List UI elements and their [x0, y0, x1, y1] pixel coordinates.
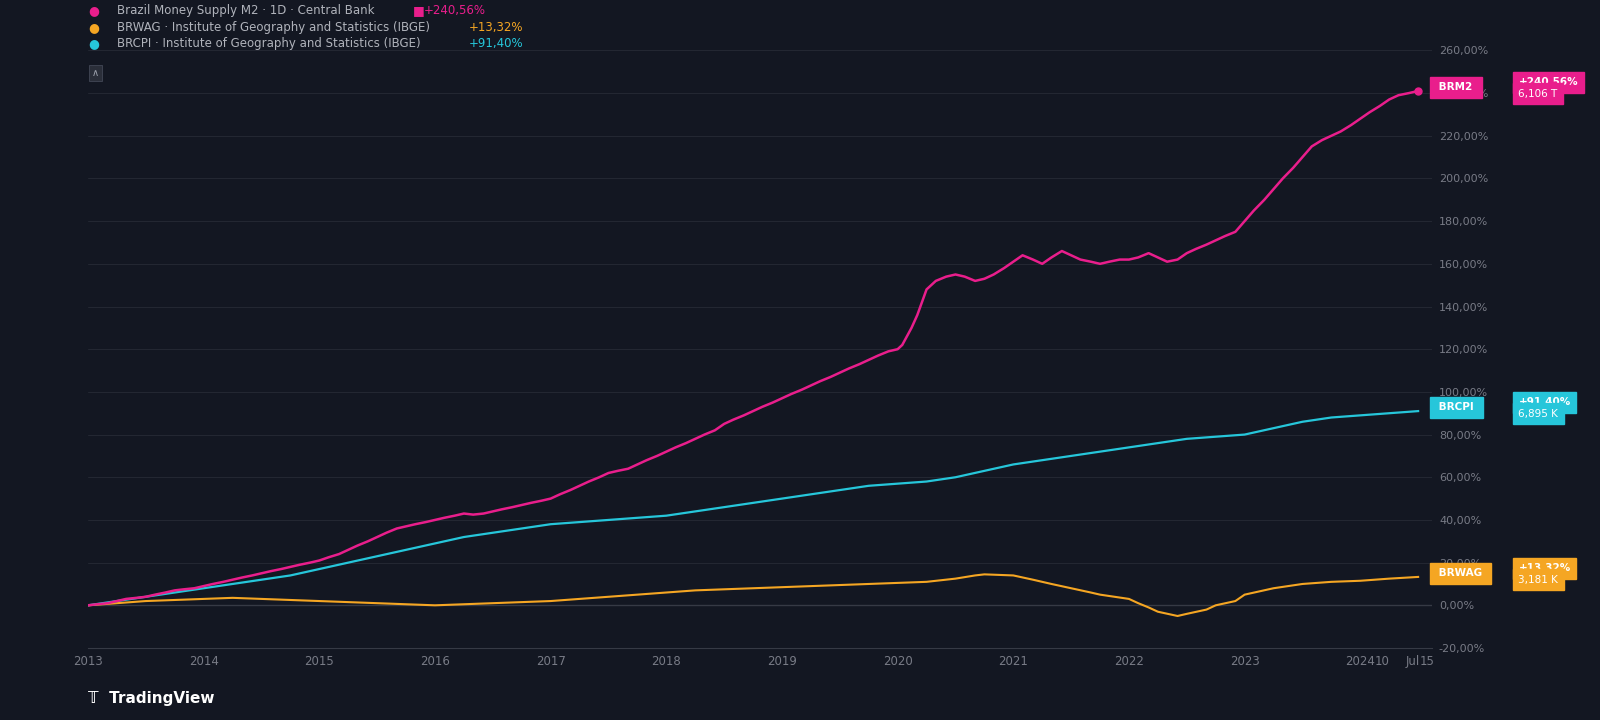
Text: BRWAG: BRWAG	[1435, 568, 1486, 578]
Text: 𝕋  TradingView: 𝕋 TradingView	[88, 691, 214, 706]
Text: +91,40%: +91,40%	[1518, 397, 1571, 408]
Text: ∧: ∧	[93, 68, 99, 78]
Text: BRCPI: BRCPI	[1435, 402, 1477, 413]
Text: BRWAG · Institute of Geography and Statistics (IBGE): BRWAG · Institute of Geography and Stati…	[117, 21, 430, 34]
Text: BRM2: BRM2	[1435, 82, 1477, 92]
Text: ■: ■	[413, 4, 424, 17]
Text: Brazil Money Supply M2 · 1D · Central Bank: Brazil Money Supply M2 · 1D · Central Ba…	[117, 4, 374, 17]
Text: +240,56%: +240,56%	[424, 4, 486, 17]
Text: ●: ●	[88, 21, 99, 34]
Text: 3,181 K: 3,181 K	[1518, 575, 1558, 585]
Text: BRCPI · Institute of Geography and Statistics (IBGE): BRCPI · Institute of Geography and Stati…	[117, 37, 421, 50]
Text: +13,32%: +13,32%	[1518, 563, 1571, 573]
Text: +13,32%: +13,32%	[469, 21, 523, 34]
Text: 6,106 T: 6,106 T	[1518, 89, 1558, 99]
Text: ●: ●	[88, 4, 99, 17]
Text: +91,40%: +91,40%	[469, 37, 523, 50]
Text: 6,895 K: 6,895 K	[1518, 409, 1558, 419]
Text: ●: ●	[88, 37, 99, 50]
Text: +240,56%: +240,56%	[1518, 77, 1578, 87]
